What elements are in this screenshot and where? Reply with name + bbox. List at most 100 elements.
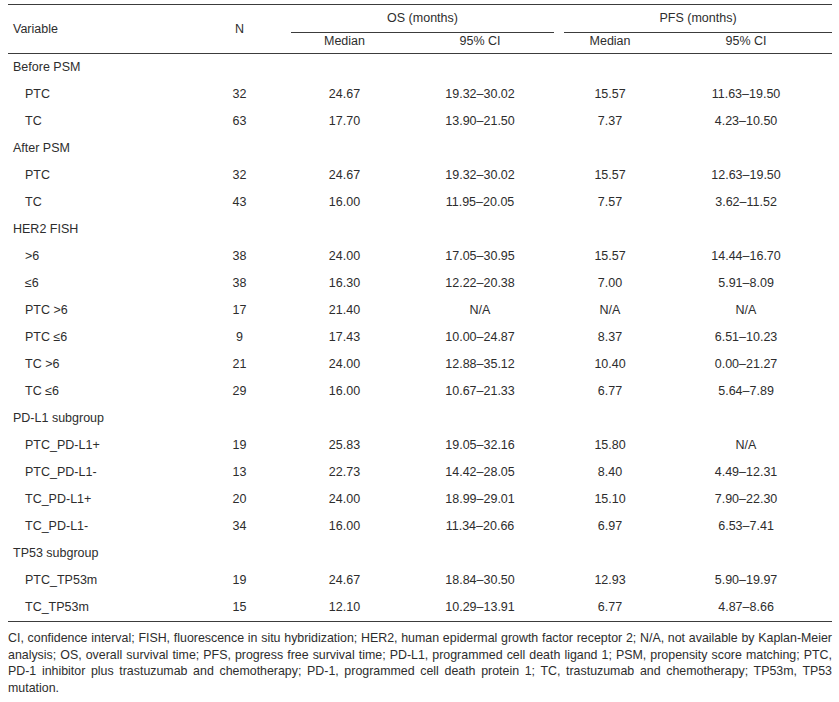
table-row: TC_PD-L1+ 20 24.00 18.99–29.01 15.10 7.9… [8, 486, 832, 513]
cell-n: 38 [190, 243, 289, 270]
cell-os-median: 21.40 [289, 297, 400, 324]
cell-pfs-median: 7.00 [560, 270, 660, 297]
cell-os-median: 22.73 [289, 459, 400, 486]
table-row: TC 43 16.00 11.95–20.05 7.57 3.62–11.52 [8, 189, 832, 216]
cell-os-ci [400, 135, 560, 162]
cell-n: 38 [190, 270, 289, 297]
row-label: PTC_PD-L1- [8, 459, 190, 486]
cell-os-median: 24.00 [289, 243, 400, 270]
cell-os-ci: 10.67–21.33 [400, 378, 560, 405]
cell-os-median: 24.00 [289, 486, 400, 513]
cell-os-median: 17.43 [289, 324, 400, 351]
cell-os-median: 24.00 [289, 351, 400, 378]
table-row: TC 63 17.70 13.90–21.50 7.37 4.23–10.50 [8, 108, 832, 135]
row-label: PTC [8, 81, 190, 108]
cell-os-ci: 12.88–35.12 [400, 351, 560, 378]
cell-pfs-ci: 12.63–19.50 [660, 162, 832, 189]
row-label: TC_PD-L1+ [8, 486, 190, 513]
cell-pfs-ci: 11.63–19.50 [660, 81, 832, 108]
cell-pfs-ci: 3.62–11.52 [660, 189, 832, 216]
row-label: TC [8, 189, 190, 216]
cell-n [190, 540, 289, 567]
row-label: After PSM [8, 135, 190, 162]
cell-pfs-median: 6.77 [560, 378, 660, 405]
cell-pfs-median: 10.40 [560, 351, 660, 378]
cell-pfs-median: N/A [560, 297, 660, 324]
cell-pfs-ci: 14.44–16.70 [660, 243, 832, 270]
cell-os-ci: N/A [400, 297, 560, 324]
cell-pfs-ci: 6.51–10.23 [660, 324, 832, 351]
cell-n [190, 405, 289, 432]
header-row-groups: Variable N OS (months) PFS (months) [8, 5, 832, 33]
cell-pfs-ci [660, 540, 832, 567]
table-row: TC ≤6 29 16.00 10.67–21.33 6.77 5.64–7.8… [8, 378, 832, 405]
survival-results-table: Variable N OS (months) PFS (months) Medi… [8, 4, 832, 622]
cell-pfs-median: 12.93 [560, 567, 660, 594]
cell-pfs-median: 6.97 [560, 513, 660, 540]
row-label: TP53 subgroup [8, 540, 190, 567]
cell-pfs-ci [660, 216, 832, 243]
cell-os-median [289, 135, 400, 162]
cell-os-ci: 17.05–30.95 [400, 243, 560, 270]
cell-os-ci: 19.32–30.02 [400, 162, 560, 189]
cell-os-ci: 13.90–21.50 [400, 108, 560, 135]
cell-pfs-ci: N/A [660, 432, 832, 459]
row-label: ≤6 [8, 270, 190, 297]
cell-os-ci [400, 540, 560, 567]
col-group-pfs: PFS (months) [560, 5, 832, 33]
cell-pfs-ci [660, 405, 832, 432]
cell-pfs-median: 7.57 [560, 189, 660, 216]
cell-pfs-median: 8.37 [560, 324, 660, 351]
cell-os-median: 16.00 [289, 189, 400, 216]
cell-n [190, 216, 289, 243]
table-row: TC_TP53m 15 12.10 10.29–13.91 6.77 4.87–… [8, 594, 832, 622]
cell-n: 32 [190, 162, 289, 189]
col-group-os: OS (months) [289, 5, 560, 33]
table-row: PTC 32 24.67 19.32–30.02 15.57 11.63–19.… [8, 81, 832, 108]
cell-pfs-ci: 5.90–19.97 [660, 567, 832, 594]
cell-pfs-median: 15.80 [560, 432, 660, 459]
cell-os-ci: 11.34–20.66 [400, 513, 560, 540]
table-footnote: CI, confidence interval; FISH, fluoresce… [8, 630, 832, 696]
os-group-label: OS (months) [291, 8, 554, 33]
row-label: >6 [8, 243, 190, 270]
cell-os-median: 24.67 [289, 162, 400, 189]
row-label: TC ≤6 [8, 378, 190, 405]
table-row: After PSM [8, 135, 832, 162]
cell-os-median: 16.00 [289, 378, 400, 405]
cell-pfs-ci [660, 135, 832, 162]
cell-n: 63 [190, 108, 289, 135]
cell-os-median: 12.10 [289, 594, 400, 622]
cell-pfs-median: 15.57 [560, 243, 660, 270]
cell-pfs-median: 6.77 [560, 594, 660, 622]
table-body: Before PSM PTC 32 24.67 19.32–30.02 15.5… [8, 54, 832, 622]
table-row: PTC_PD-L1+ 19 25.83 19.05–32.16 15.80 N/… [8, 432, 832, 459]
col-header-pfs-median: Median [560, 33, 660, 54]
paper-table-page: Variable N OS (months) PFS (months) Medi… [0, 0, 839, 696]
cell-pfs-ci: 0.00–21.27 [660, 351, 832, 378]
cell-os-ci: 12.22–20.38 [400, 270, 560, 297]
cell-pfs-median [560, 216, 660, 243]
table-row: PTC_TP53m 19 24.67 18.84–30.50 12.93 5.9… [8, 567, 832, 594]
cell-pfs-median: 15.57 [560, 81, 660, 108]
row-label: TC [8, 108, 190, 135]
cell-os-ci [400, 405, 560, 432]
cell-os-median: 25.83 [289, 432, 400, 459]
col-header-variable: Variable [8, 5, 190, 54]
pfs-group-label: PFS (months) [564, 8, 832, 33]
cell-os-median: 17.70 [289, 108, 400, 135]
cell-n: 32 [190, 81, 289, 108]
table-header: Variable N OS (months) PFS (months) Medi… [8, 5, 832, 54]
table-row: PTC ≤6 9 17.43 10.00–24.87 8.37 6.51–10.… [8, 324, 832, 351]
cell-os-median: 16.00 [289, 513, 400, 540]
cell-pfs-ci: 6.53–7.41 [660, 513, 832, 540]
cell-os-ci: 10.00–24.87 [400, 324, 560, 351]
cell-os-ci: 14.42–28.05 [400, 459, 560, 486]
cell-pfs-median: 15.57 [560, 162, 660, 189]
cell-os-ci: 18.99–29.01 [400, 486, 560, 513]
cell-pfs-ci: 5.64–7.89 [660, 378, 832, 405]
cell-n: 13 [190, 459, 289, 486]
cell-pfs-median [560, 54, 660, 82]
row-label: PTC >6 [8, 297, 190, 324]
col-header-n: N [190, 5, 289, 54]
